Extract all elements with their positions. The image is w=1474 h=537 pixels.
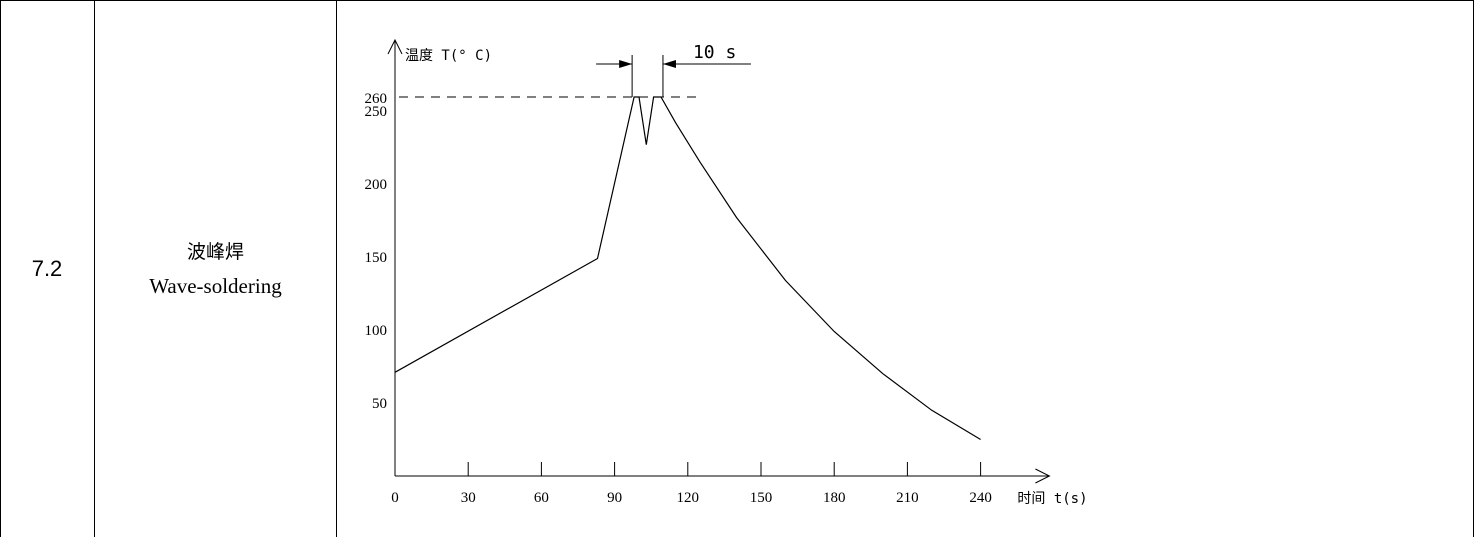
arrowhead-left-icon bbox=[662, 60, 676, 68]
x-tick-label: 30 bbox=[461, 490, 476, 506]
table-left-border bbox=[0, 0, 1, 537]
process-name-cell: 波峰焊 Wave-soldering bbox=[95, 0, 336, 537]
y-tick-label: 100 bbox=[365, 323, 388, 339]
temperature-profile-line bbox=[394, 96, 981, 441]
temperature-profile-chart: 温度 T(° C) 时间 t(s) 0 30 60 90 120 150 180 210 240 5… bbox=[365, 38, 1088, 507]
chart-annotations: 10 s bbox=[596, 42, 751, 97]
x-tick-label: 240 bbox=[969, 490, 992, 506]
x-tick-label: 0 bbox=[391, 490, 399, 506]
row-number: 7.2 bbox=[31, 255, 63, 281]
column-divider bbox=[336, 0, 337, 537]
y-axis-arrow-icon bbox=[387, 38, 403, 55]
chart-marks bbox=[394, 96, 981, 441]
column-divider bbox=[94, 0, 95, 537]
y-axis-label: 温度 T(° C) bbox=[405, 48, 492, 64]
y-tick-label: 150 bbox=[365, 250, 388, 266]
x-axis-arrow-icon bbox=[1035, 468, 1051, 484]
chart-axes: 温度 T(° C) 时间 t(s) bbox=[387, 38, 1088, 507]
y-tick-label: 260 bbox=[365, 91, 388, 107]
process-name-cn: 波峰焊 bbox=[186, 240, 244, 263]
x-tick-label: 120 bbox=[677, 490, 700, 506]
arrowhead-right-icon bbox=[619, 60, 633, 68]
x-tick-label: 150 bbox=[750, 490, 773, 506]
x-tick-label: 210 bbox=[896, 490, 919, 506]
process-name-en: Wave-soldering bbox=[149, 273, 282, 298]
y-tick-label: 200 bbox=[365, 177, 388, 193]
y-tick-label: 50 bbox=[372, 396, 387, 412]
duration-annotation: 10 s bbox=[693, 42, 736, 63]
x-axis-label: 时间 t(s) bbox=[1017, 491, 1087, 507]
x-tick-label: 180 bbox=[823, 490, 846, 506]
x-tick-label: 60 bbox=[534, 490, 549, 506]
table-top-border bbox=[0, 0, 1474, 1]
x-tick-label: 90 bbox=[607, 490, 622, 506]
y-tick-label: 250 bbox=[365, 104, 388, 120]
